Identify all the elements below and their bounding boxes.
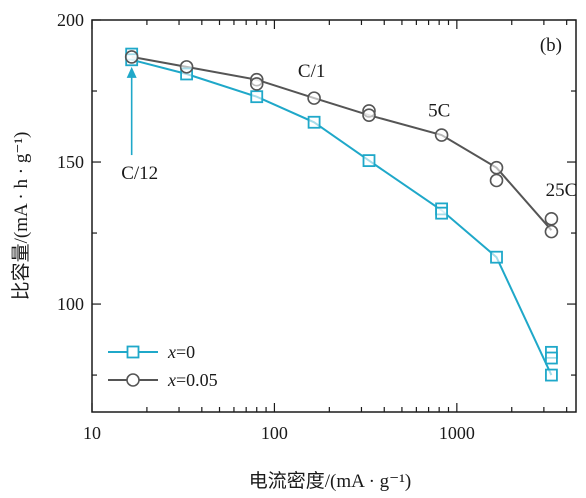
x-tick-label: 100 [261, 423, 288, 443]
series-line-0 [131, 58, 553, 376]
x-axis-title: 电流密度/(mA · g⁻¹) [249, 470, 411, 492]
series-1-point [362, 108, 376, 122]
series-1-point [124, 50, 139, 64]
series-1-point [544, 212, 559, 226]
series-1-point [489, 173, 504, 188]
annotation-label: C/1 [298, 61, 325, 82]
annotation-label: 5C [428, 101, 450, 122]
series-0-point [362, 154, 376, 168]
series-0-point [545, 351, 558, 365]
annotation-arrow-head [126, 66, 137, 78]
series-1-point [544, 224, 559, 239]
y-tick-label: 200 [57, 10, 84, 30]
legend-label-1: x=0.05 [167, 370, 218, 390]
legend-marker-0 [126, 345, 140, 359]
series-0-point [250, 90, 264, 104]
series-1-point [249, 77, 264, 91]
y-axis-title: 比容量/(mA · h · g⁻¹) [10, 132, 32, 301]
panel-label: (b) [540, 35, 562, 56]
series-0-point [490, 250, 503, 264]
legend-label-var: x [167, 342, 176, 362]
series-1-point [179, 60, 194, 74]
x-tick-label: 1000 [439, 423, 475, 443]
legend-label-var: x [167, 370, 176, 390]
legend-label-value: =0.05 [176, 370, 218, 390]
legend-marker-1 [126, 373, 140, 387]
x-tick-label: 10 [83, 423, 101, 443]
series-1-point [434, 128, 449, 142]
series-0-point [307, 115, 321, 129]
series-1-point [307, 91, 321, 105]
series-1-point [489, 160, 504, 175]
series-0-point [545, 368, 558, 382]
plot-frame [91, 19, 577, 413]
y-tick-label: 150 [57, 152, 84, 172]
annotation-label: C/12 [121, 163, 158, 184]
annotation-label: 25C [546, 180, 578, 201]
series-line-1 [131, 55, 553, 231]
series-0-point [435, 206, 449, 220]
legend-label-value: =0 [176, 342, 195, 362]
y-tick-label: 100 [57, 294, 84, 314]
legend-label-0: x=0 [167, 342, 195, 362]
